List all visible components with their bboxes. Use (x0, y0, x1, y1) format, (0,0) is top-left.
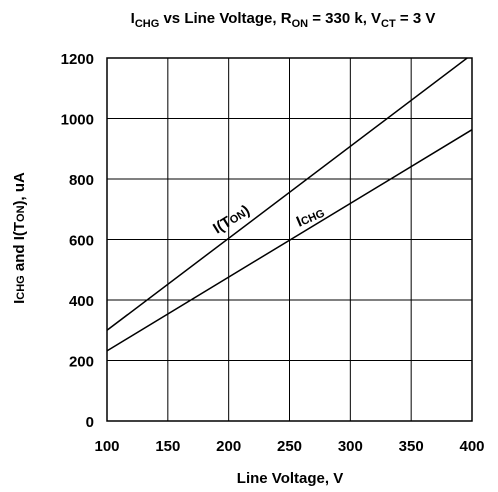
series-line-ichg (107, 129, 472, 352)
x-tick-label: 100 (94, 438, 119, 455)
x-tick-label: 350 (399, 438, 424, 455)
series-label-ton: I(TON) (210, 202, 253, 238)
y-tick-label: 200 (69, 354, 94, 371)
y-tick-label: 1000 (61, 112, 94, 129)
y-tick-label: 0 (86, 414, 94, 431)
y-tick-label: 800 (69, 172, 94, 189)
x-tick-labels: 100 150 200 250 300 350 400 (94, 438, 484, 455)
series-line-ton (107, 58, 469, 331)
y-tick-label: 400 (69, 293, 94, 310)
x-tick-label: 300 (338, 438, 363, 455)
y-axis-label: ICHG and I(TON), uA (11, 172, 28, 304)
y-tick-label: 600 (69, 233, 94, 250)
x-tick-label: 150 (155, 438, 180, 455)
x-tick-label: 200 (216, 438, 241, 455)
x-tick-label: 400 (459, 438, 484, 455)
series-lines (107, 58, 472, 352)
x-tick-label: 250 (277, 438, 302, 455)
plot-frame (106, 57, 473, 422)
chart-title: ICHG vs Line Voltage, RON = 330 k, VCT =… (131, 10, 436, 30)
series-label-ichg: ICHG (294, 204, 327, 231)
x-axis-label: Line Voltage, V (237, 470, 343, 487)
y-tick-label: 1200 (61, 51, 94, 68)
y-tick-labels: 0 200 400 600 800 1000 1200 (61, 51, 94, 431)
